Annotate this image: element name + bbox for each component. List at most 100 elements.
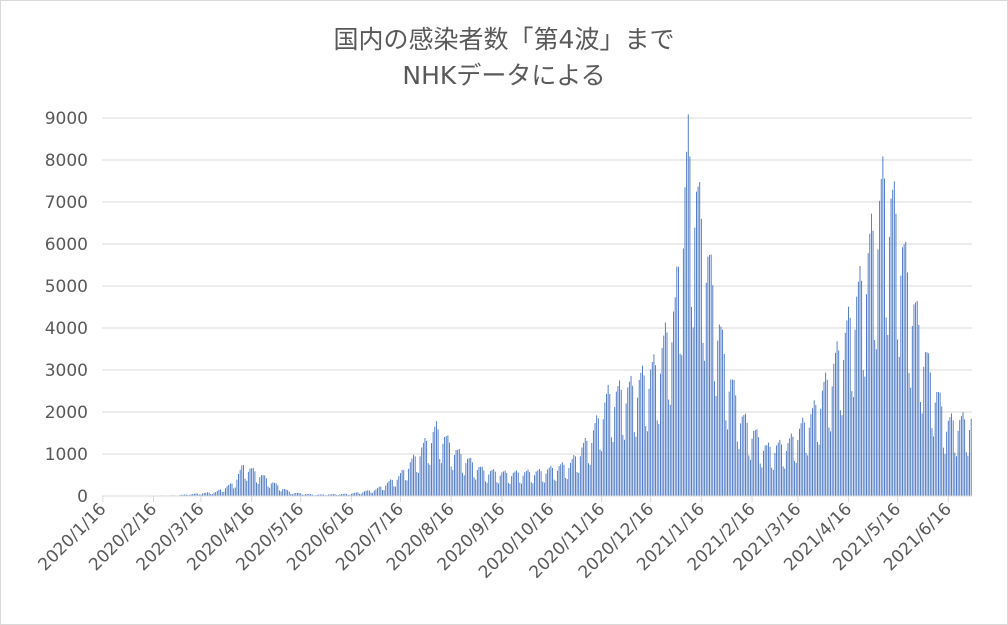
bar bbox=[849, 317, 851, 496]
bar bbox=[514, 471, 516, 496]
bar bbox=[419, 456, 421, 496]
bar bbox=[437, 429, 439, 496]
bar bbox=[365, 490, 367, 496]
bar bbox=[781, 444, 782, 496]
y-tick-label: 4000 bbox=[45, 319, 88, 339]
bar bbox=[771, 467, 773, 496]
bar bbox=[851, 391, 853, 496]
bar bbox=[184, 494, 186, 496]
bar bbox=[280, 491, 282, 496]
bar bbox=[449, 442, 450, 496]
bar bbox=[957, 430, 959, 496]
bar bbox=[260, 475, 262, 496]
bar bbox=[506, 472, 508, 496]
bar bbox=[602, 419, 604, 496]
bar bbox=[311, 494, 313, 496]
bar bbox=[735, 395, 737, 496]
bar bbox=[810, 414, 812, 496]
bar bbox=[301, 494, 303, 496]
bar bbox=[740, 423, 742, 496]
bar bbox=[684, 187, 686, 497]
bar bbox=[929, 372, 931, 496]
bar bbox=[404, 480, 406, 496]
bar bbox=[399, 473, 401, 496]
bar bbox=[825, 372, 827, 496]
bar bbox=[346, 493, 347, 496]
bar bbox=[259, 477, 261, 496]
bar bbox=[673, 311, 675, 496]
bar bbox=[838, 350, 840, 496]
bar bbox=[570, 462, 571, 496]
bar bbox=[216, 490, 218, 496]
bar bbox=[834, 352, 836, 496]
bar bbox=[682, 248, 684, 496]
bar bbox=[681, 355, 683, 496]
bar bbox=[753, 431, 755, 496]
y-tick-label: 1000 bbox=[45, 445, 88, 465]
bar bbox=[539, 469, 540, 496]
bar bbox=[300, 493, 302, 496]
bar bbox=[800, 423, 802, 496]
bar bbox=[563, 464, 565, 496]
bar bbox=[239, 469, 241, 496]
bar bbox=[614, 407, 616, 496]
bar bbox=[339, 494, 341, 496]
bar bbox=[823, 381, 825, 496]
bar bbox=[503, 471, 504, 496]
bar bbox=[717, 340, 719, 496]
bar bbox=[522, 475, 524, 496]
bar bbox=[767, 442, 769, 496]
bar bbox=[328, 494, 329, 496]
bar bbox=[447, 435, 449, 496]
bar bbox=[852, 397, 854, 496]
bar bbox=[493, 469, 495, 496]
bar bbox=[609, 393, 611, 496]
bar bbox=[921, 413, 923, 496]
bar bbox=[870, 213, 872, 496]
bar bbox=[604, 402, 606, 496]
bar bbox=[509, 483, 511, 496]
bar bbox=[707, 256, 709, 496]
bar bbox=[946, 431, 948, 496]
bar bbox=[638, 379, 640, 496]
bar bbox=[826, 379, 828, 496]
bar bbox=[866, 294, 867, 496]
bar bbox=[238, 473, 240, 496]
bar bbox=[970, 418, 972, 496]
bar bbox=[213, 492, 215, 496]
bar bbox=[547, 469, 549, 496]
bar bbox=[812, 408, 814, 496]
bar bbox=[342, 493, 344, 496]
bar bbox=[432, 432, 434, 496]
bar bbox=[210, 493, 212, 496]
bar bbox=[697, 186, 699, 496]
bar bbox=[396, 479, 398, 496]
bar bbox=[766, 445, 768, 496]
bar bbox=[529, 471, 531, 496]
bar bbox=[486, 482, 488, 496]
bar bbox=[727, 429, 728, 496]
bar bbox=[606, 393, 607, 496]
bar bbox=[218, 489, 220, 496]
bar bbox=[498, 483, 500, 496]
bar bbox=[844, 332, 846, 496]
bar bbox=[435, 421, 437, 496]
bar bbox=[818, 444, 820, 496]
bar bbox=[337, 494, 339, 496]
bar bbox=[635, 436, 637, 496]
bar bbox=[802, 417, 804, 496]
bar bbox=[257, 483, 259, 496]
bar bbox=[926, 352, 928, 496]
bar bbox=[933, 436, 935, 496]
bar bbox=[931, 428, 933, 496]
bar bbox=[731, 379, 733, 496]
bar bbox=[661, 348, 663, 496]
bar bbox=[221, 491, 223, 496]
bar bbox=[839, 410, 841, 496]
bar bbox=[226, 486, 228, 496]
bar bbox=[872, 230, 874, 496]
bar bbox=[687, 114, 689, 497]
bar bbox=[511, 476, 513, 496]
bar bbox=[620, 389, 622, 496]
bar bbox=[797, 440, 799, 496]
